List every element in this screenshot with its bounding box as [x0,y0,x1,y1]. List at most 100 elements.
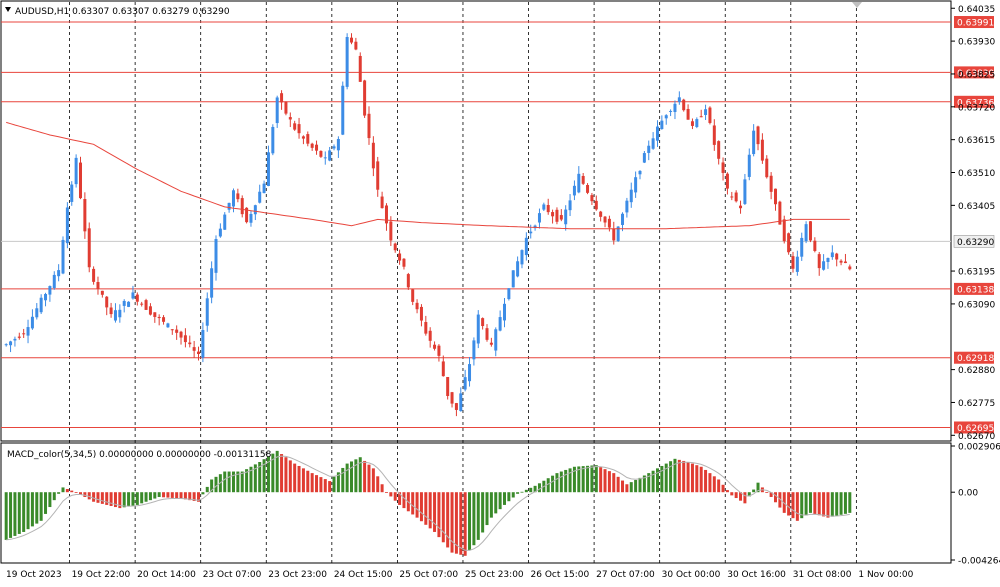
price-level-tag [954,351,994,364]
macd-bar [122,492,126,508]
macd-bar [363,460,367,493]
macd-bar [454,492,458,554]
candle-body [223,214,227,230]
macd-bar [336,472,340,493]
macd-bar [787,492,791,516]
candle-body [17,336,21,338]
candle-body [830,252,834,258]
time-label: 25 Oct 07:00 [399,570,458,580]
macd-bar [92,492,96,502]
candle-body [459,393,463,412]
macd-bar [730,492,734,496]
macd-bar [13,492,17,536]
candle-body [22,333,26,335]
macd-bar [520,491,524,493]
candle-body [795,256,799,272]
time-axis: 19 Oct 2023 19 Oct 22:00 20 Oct 14:00 23 Oc… [6,570,914,580]
macd-bar [26,492,30,530]
macd-bar [603,469,607,493]
macd-bar [808,492,812,513]
macd-bar [463,492,467,556]
macd-bar [140,492,144,504]
macd-bar [791,492,795,519]
macd-bar [214,476,218,493]
candle-body [301,136,305,139]
macd-bar [319,477,323,493]
macd-bar [170,492,174,498]
candle-body [52,274,56,288]
candle-body [4,344,8,346]
candle-body [78,162,82,199]
macd-bar [612,473,616,493]
candle-body [148,306,152,315]
candle-body [607,218,611,228]
candle-body [319,150,323,157]
macd-bar [350,461,354,493]
macd-bar [446,492,450,548]
macd-bar [704,469,708,493]
macd-bar [778,492,782,508]
candle-body [717,141,721,159]
macd-bar [507,492,511,502]
dropdown-triangle-icon[interactable] [5,7,11,12]
macd-bar [481,492,485,533]
macd-bar [433,492,437,532]
macd-bar [817,492,821,516]
macd-bar [35,492,39,524]
price-tick-label: 0.62880 [958,366,995,376]
macd-bar [516,492,520,494]
macd-bar [162,492,166,498]
macd-bar [450,492,454,553]
macd-bar [275,450,279,493]
candle-body [218,228,222,237]
candle-body [210,268,214,298]
candle-body [791,256,795,269]
price-panel-frame [0,0,952,442]
macd-bar [131,492,135,506]
macd-bar [354,459,358,493]
candle-body [398,253,402,261]
macd-bar [389,492,393,497]
macd-bar [245,469,249,493]
candle-body [328,150,332,161]
macd-bar [485,492,489,526]
candle-body [175,329,179,333]
macd-bar [44,492,48,514]
macd-bar [590,465,594,493]
candle-body [529,231,533,234]
candle-body [502,303,506,321]
candle-body [9,341,13,346]
moving-average [6,121,850,230]
macd-bar [74,492,78,494]
macd-bar [398,492,402,505]
macd-bar [673,458,677,493]
candle-body [293,123,297,130]
macd-bar [415,492,419,518]
candle-body [835,253,839,260]
macd-bar [52,492,56,501]
macd-bar [572,466,576,493]
candle-body [629,189,633,203]
candle-body [376,161,380,190]
macd-bar [586,465,590,493]
candle-body [249,213,253,223]
candle-body [454,403,458,410]
scroll-arrow-icon[interactable] [852,2,862,8]
candle-body [673,103,677,113]
candle-body [135,294,139,302]
candle-body [105,296,109,308]
candle-body [428,330,432,341]
candle-body [26,327,30,336]
price-level-value: 0.63830 [957,69,994,79]
macd-bar [712,476,716,493]
macd-bar [682,460,686,493]
price-level-tag [954,16,994,29]
macd-bar [96,492,100,503]
macd-bar [9,492,13,538]
horizontal-levels [1,21,951,428]
macd-bar [581,466,585,493]
macd-bar [367,464,371,493]
candle-body [122,300,126,306]
macd-bar [725,490,729,493]
time-label: 30 Oct 16:00 [727,570,786,580]
